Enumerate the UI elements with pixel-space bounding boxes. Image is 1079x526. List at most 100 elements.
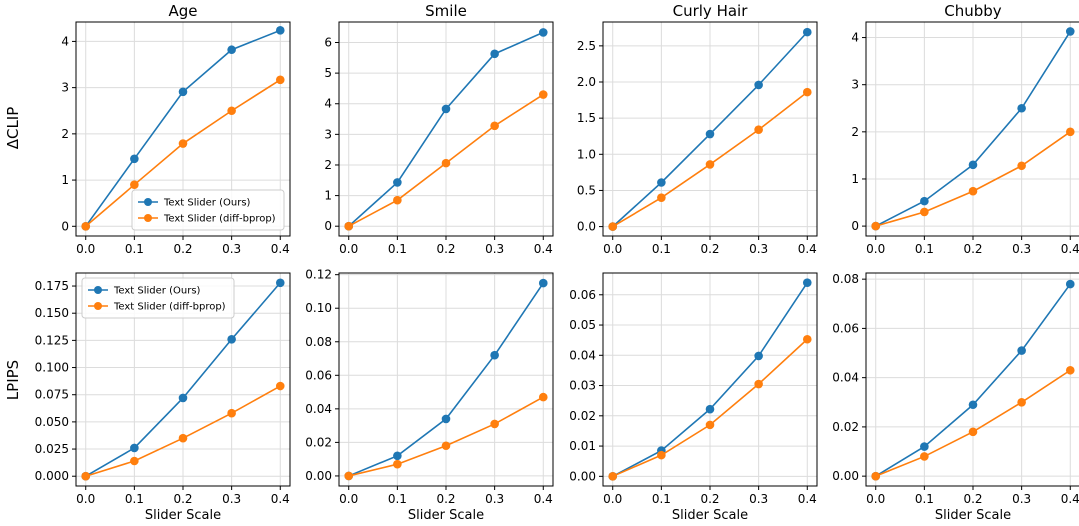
chart-panel-5: 0.0 0.1 0.2 0.3 0.4 0.000 0.025 0.050 0.075 0.100…: [35, 272, 291, 523]
legend: Text Slider (Ours) Text Slider (diff-bpro…: [131, 189, 285, 231]
y-tick-label: 0.075: [35, 388, 69, 402]
x-tick-label: 0.1: [388, 242, 407, 256]
chart-title: Chubby: [944, 2, 1002, 20]
data-point-ours: [657, 178, 666, 187]
data-point-diff-bprop: [490, 121, 499, 131]
x-tick-label: 0.2: [436, 492, 455, 506]
y-tick-label: 0.000: [35, 469, 69, 483]
x-tick-label: 0.0: [339, 492, 358, 506]
y-tick-label: 0.5: [577, 183, 596, 197]
data-point-diff-bprop: [275, 381, 285, 391]
y-tick-label: 2: [61, 127, 69, 141]
y-tick-label: 0.00: [832, 469, 859, 483]
x-tick-label: 0.3: [222, 242, 241, 256]
data-point-ours: [802, 278, 812, 287]
x-tick-label: 0.2: [700, 242, 719, 256]
x-tick-label: 0.3: [749, 242, 768, 256]
x-tick-label: 0.4: [798, 242, 817, 256]
y-tick-label: 0.05: [569, 318, 596, 332]
chart-title: Curly Hair: [673, 2, 749, 20]
x-tick-label: 0.3: [222, 492, 241, 506]
y-tick-label: 0.00: [305, 469, 332, 483]
data-point-ours: [490, 350, 499, 360]
y-tick-label: 5: [324, 66, 332, 80]
chart-title: Age: [168, 2, 197, 20]
y-tick-label: 0.01: [569, 439, 596, 453]
x-tick-label: 0.1: [125, 242, 144, 256]
data-point-diff-bprop: [871, 221, 881, 231]
y-tick-label: 0.02: [832, 420, 859, 434]
y-tick-label: 0.08: [832, 272, 859, 286]
data-point-diff-bprop: [227, 106, 236, 116]
legend-swatch-marker: [144, 214, 152, 222]
chart-panel-8: 0.0 0.1 0.2 0.3 0.4 0.00 0.02 0.04 0.06 0.08 Slide…: [832, 272, 1079, 523]
x-tick-label: 0.4: [1061, 242, 1079, 256]
data-point-ours: [393, 451, 402, 461]
data-point-diff-bprop: [538, 392, 548, 402]
data-point-ours: [538, 278, 548, 288]
data-point-ours: [1065, 27, 1075, 36]
chart-panel-3: 0.0 0.1 0.2 0.3 0.4 0.0 0.5 1.0 1.5 2.0 2.5 Curly H…: [577, 2, 818, 256]
legend-swatch-marker: [144, 198, 152, 206]
x-tick-label: 0.0: [866, 492, 885, 506]
x-tick-label: 0.0: [603, 492, 622, 506]
x-tick-label: 0.4: [534, 242, 553, 256]
x-tick-label: 0.1: [652, 242, 671, 256]
x-tick-label: 0.2: [173, 242, 192, 256]
data-point-ours: [1017, 346, 1026, 355]
x-tick-label: 0.1: [652, 492, 671, 506]
y-tick-label: 0.06: [832, 321, 859, 335]
data-point-diff-bprop: [802, 334, 812, 344]
data-point-diff-bprop: [393, 195, 402, 205]
data-point-ours: [441, 104, 451, 114]
data-point-diff-bprop: [393, 459, 402, 469]
y-tick-label: 0.150: [35, 306, 69, 320]
data-point-diff-bprop: [608, 222, 618, 231]
y-tick-label: 2.5: [577, 39, 596, 53]
data-point-diff-bprop: [608, 472, 618, 481]
y-tick-label: 1.5: [577, 111, 596, 125]
x-tick-label: 0.2: [963, 492, 982, 506]
x-tick-label: 0.4: [798, 492, 817, 506]
data-point-ours: [275, 26, 285, 35]
y-tick-label: 1: [61, 173, 69, 187]
x-tick-label: 0.4: [271, 492, 290, 506]
y-tick-label: 3: [61, 81, 69, 95]
data-point-ours: [968, 400, 978, 410]
data-point-diff-bprop: [130, 456, 139, 466]
data-point-ours: [178, 393, 188, 403]
data-point-ours: [441, 414, 451, 424]
x-axis-label: Slider Scale: [672, 508, 748, 523]
data-point-ours: [802, 27, 812, 37]
data-point-ours: [227, 45, 236, 55]
data-point-diff-bprop: [705, 160, 715, 169]
x-tick-label: 0.3: [1012, 242, 1031, 256]
y-tick-label: 0.050: [35, 415, 69, 429]
x-tick-label: 0.4: [1061, 492, 1079, 506]
x-tick-label: 0.4: [534, 492, 553, 506]
data-point-diff-bprop: [705, 420, 715, 430]
data-point-ours: [178, 87, 188, 97]
x-tick-label: 0.3: [485, 242, 504, 256]
data-point-diff-bprop: [1017, 161, 1026, 171]
x-tick-label: 0.1: [125, 492, 144, 506]
y-tick-label: 0.03: [569, 379, 596, 393]
y-tick-label: 4: [851, 31, 859, 45]
x-tick-label: 0.1: [388, 492, 407, 506]
y-tick-label: 0.175: [35, 279, 69, 293]
y-tick-label: 2.0: [577, 75, 596, 89]
legend-entry: Text Slider (Ours): [113, 286, 201, 297]
y-tick-label: 2: [324, 158, 332, 172]
data-point-diff-bprop: [657, 450, 666, 460]
x-tick-label: 0.1: [915, 242, 934, 256]
x-tick-label: 0.2: [700, 492, 719, 506]
data-point-diff-bprop: [275, 75, 285, 85]
x-axis-label: Slider Scale: [408, 508, 484, 523]
chart-panel-2: 0.0 0.1 0.2 0.3 0.4 0 1 2 3 4 5 6 Smile: [324, 2, 554, 256]
data-point-ours: [705, 404, 715, 414]
chart-panel-7: 0.0 0.1 0.2 0.3 0.4 0.00 0.01 0.02 0.03 0.04 0.05 0…: [569, 272, 818, 523]
data-point-ours: [227, 334, 236, 344]
data-point-diff-bprop: [490, 419, 499, 429]
data-point-diff-bprop: [1065, 127, 1075, 137]
x-tick-label: 0.3: [485, 492, 504, 506]
